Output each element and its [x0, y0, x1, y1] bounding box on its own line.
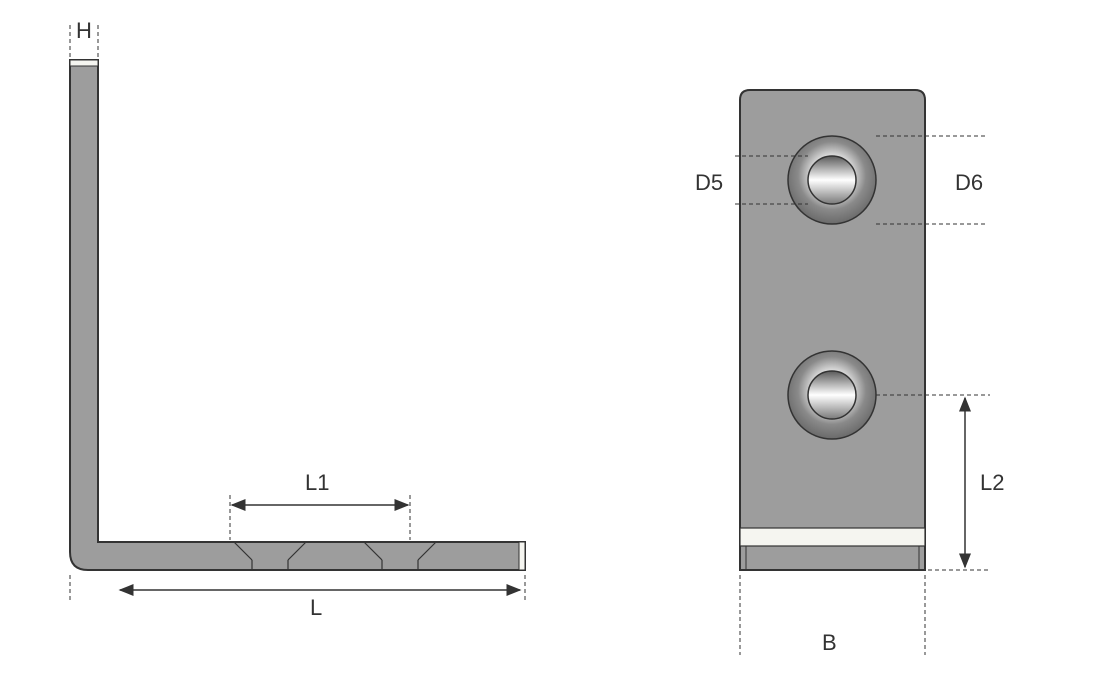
label-B: B: [822, 630, 837, 655]
dim-B: B: [740, 575, 925, 655]
dim-H: H: [70, 18, 98, 58]
side-view: H L1 L: [70, 18, 525, 620]
bracket-side-profile: [70, 60, 525, 570]
dim-L1: L1: [230, 470, 410, 540]
technical-drawing: H L1 L: [0, 0, 1094, 688]
front-view: D5 D6 L2 B: [695, 90, 1004, 655]
label-L1: L1: [305, 470, 329, 495]
hole-1: [788, 136, 876, 224]
label-H: H: [76, 18, 92, 43]
hole-2: [788, 351, 876, 439]
label-L2: L2: [980, 470, 1004, 495]
label-D6: D6: [955, 170, 983, 195]
label-D5: D5: [695, 170, 723, 195]
label-L: L: [310, 595, 322, 620]
dim-L: L: [70, 575, 525, 620]
